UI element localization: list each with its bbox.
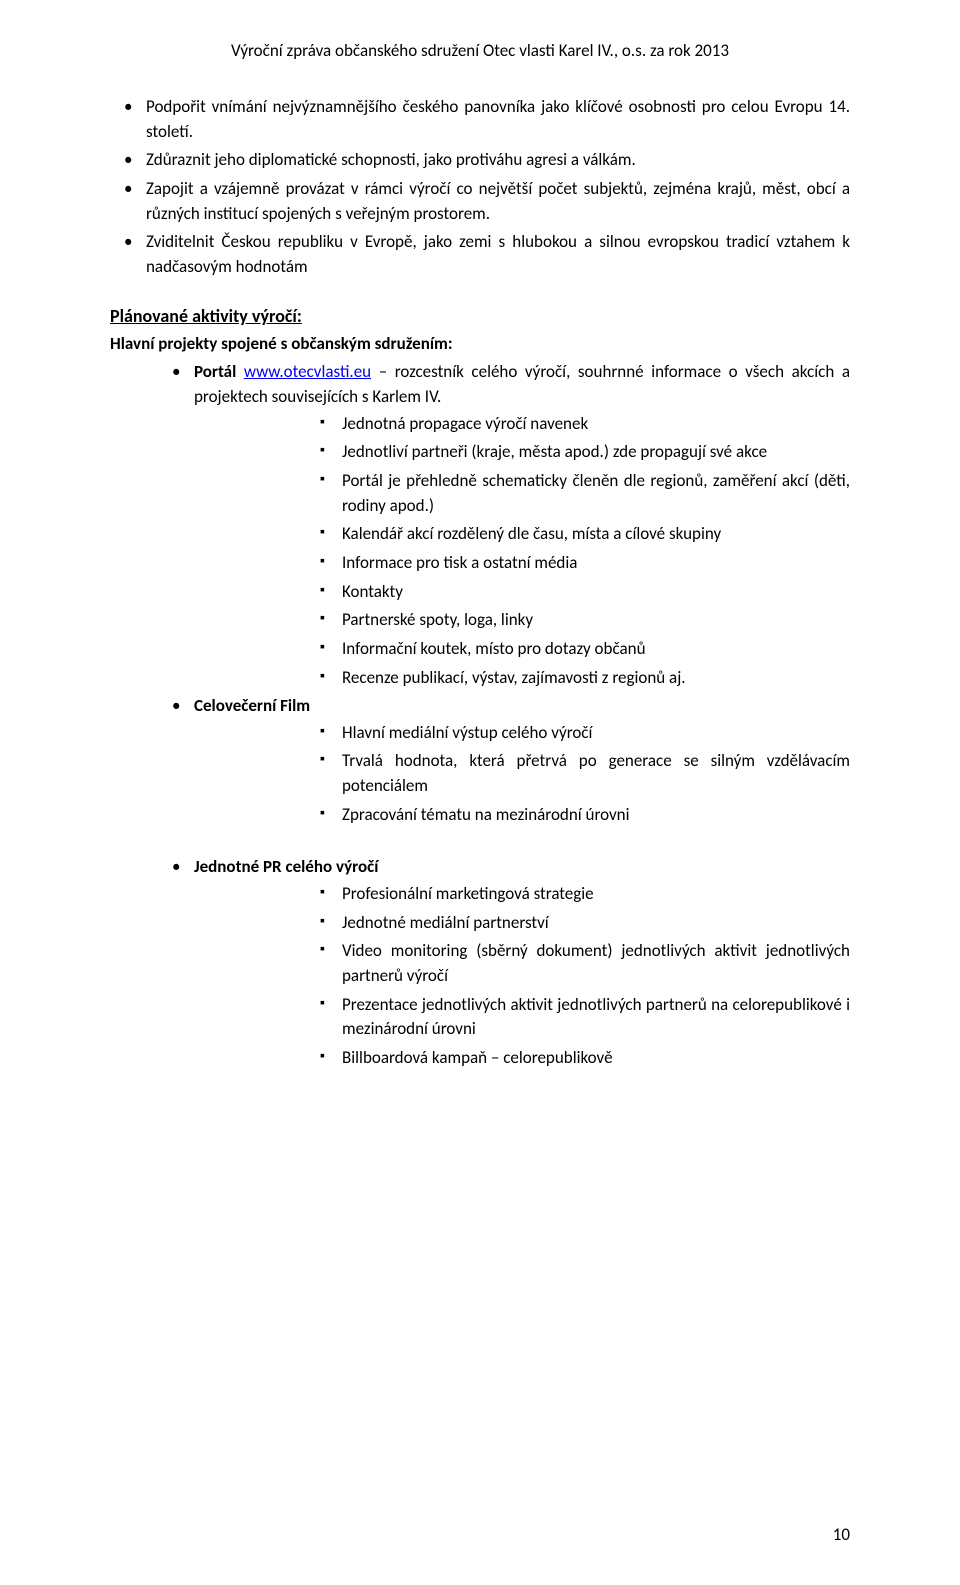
list-item: Video monitoring (sběrný dokument) jedno… bbox=[314, 939, 850, 988]
pr-label: Jednotné PR celého výročí bbox=[194, 856, 378, 877]
list-item: Partnerské spoty, loga, linky bbox=[314, 608, 850, 633]
list-item: Profesionální marketingová strategie bbox=[314, 882, 850, 907]
subsection-title: Hlavní projekty spojené s občanským sdru… bbox=[110, 333, 850, 354]
list-item: Kontakty bbox=[314, 580, 850, 605]
list-item-pr: Jednotné PR celého výročí Profesionální … bbox=[158, 855, 850, 1070]
list-item: Zdůraznit jeho diplomatické schopnosti, … bbox=[110, 148, 850, 173]
list-item: Zapojit a vzájemně provázat v rámci výro… bbox=[110, 177, 850, 226]
list-item-portal: Portál www.otecvlasti.eu – rozcestník ce… bbox=[158, 360, 850, 690]
list-item: Trvalá hodnota, která přetrvá po generac… bbox=[314, 749, 850, 798]
list-item-film: Celovečerní Film Hlavní mediální výstup … bbox=[158, 694, 850, 827]
page-header: Výroční zpráva občanského sdružení Otec … bbox=[110, 40, 850, 61]
list-item: Jednotné mediální partnerství bbox=[314, 911, 850, 936]
goals-list: Podpořit vnímání nejvýznamnějšího českéh… bbox=[110, 95, 850, 279]
list-item: Hlavní mediální výstup celého výročí bbox=[314, 721, 850, 746]
list-item: Portál je přehledně schematicky členěn d… bbox=[314, 469, 850, 518]
list-item: Billboardová kampaň – celorepublikově bbox=[314, 1046, 850, 1071]
list-item: Zviditelnit Českou republiku v Evropě, j… bbox=[110, 230, 850, 279]
list-item: Informační koutek, místo pro dotazy obča… bbox=[314, 637, 850, 662]
list-item: Prezentace jednotlivých aktivit jednotli… bbox=[314, 993, 850, 1042]
document-page: Výroční zpráva občanského sdružení Otec … bbox=[0, 0, 960, 1585]
list-item: Jednotná propagace výročí navenek bbox=[314, 412, 850, 437]
portal-prefix: Portál bbox=[194, 361, 244, 382]
section-title: Plánované aktivity výročí: bbox=[110, 305, 850, 327]
pr-sublist: Profesionální marketingová strategie Jed… bbox=[314, 882, 850, 1070]
list-item: Jednotliví partneři (kraje, města apod.)… bbox=[314, 440, 850, 465]
projects-list: Portál www.otecvlasti.eu – rozcestník ce… bbox=[158, 360, 850, 827]
portal-sublist: Jednotná propagace výročí navenek Jednot… bbox=[314, 412, 850, 690]
spacer bbox=[110, 837, 850, 855]
page-number: 10 bbox=[833, 1524, 850, 1545]
film-sublist: Hlavní mediální výstup celého výročí Trv… bbox=[314, 721, 850, 828]
list-item: Zpracování tématu na mezinárodní úrovni bbox=[314, 803, 850, 828]
portal-link[interactable]: www.otecvlasti.eu bbox=[244, 361, 371, 382]
film-label: Celovečerní Film bbox=[194, 695, 310, 716]
pr-list: Jednotné PR celého výročí Profesionální … bbox=[158, 855, 850, 1070]
list-item: Podpořit vnímání nejvýznamnějšího českéh… bbox=[110, 95, 850, 144]
list-item: Kalendář akcí rozdělený dle času, místa … bbox=[314, 522, 850, 547]
list-item: Recenze publikací, výstav, zajímavosti z… bbox=[314, 666, 850, 691]
list-item: Informace pro tisk a ostatní média bbox=[314, 551, 850, 576]
